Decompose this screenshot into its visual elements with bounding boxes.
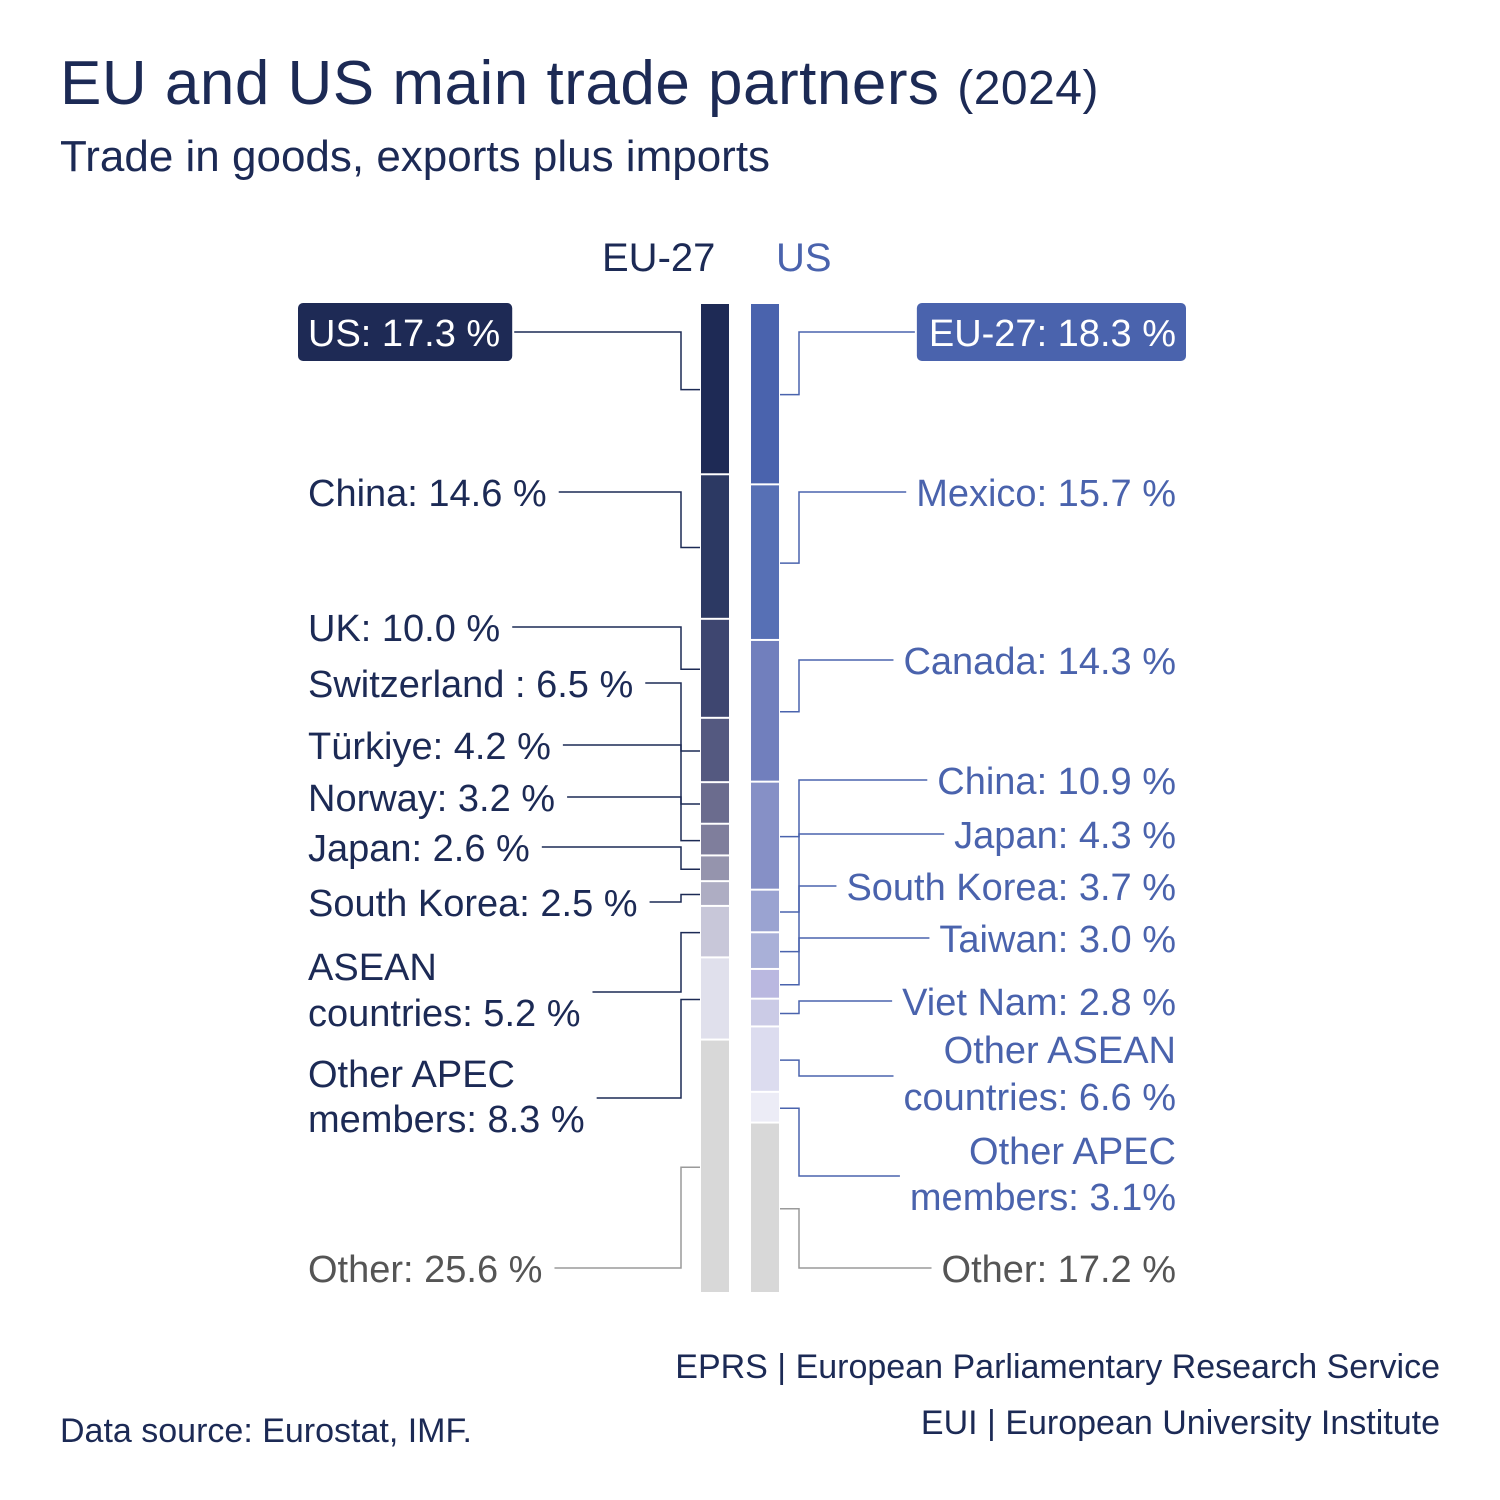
eu27-china-label: China: 14.6 %	[308, 473, 547, 515]
us-mexico-label: Mexico: 15.7 %	[916, 473, 1176, 515]
eu27-asean-countries-label-line-1: ASEAN	[308, 947, 437, 989]
eu27-asean-countries-label-line-2: countries: 5.2 %	[308, 993, 580, 1035]
us-viet-nam-bar	[751, 999, 779, 1026]
us-japan-label: Japan: 4.3 %	[954, 815, 1176, 857]
us-other-asean-countries-bar	[751, 1027, 779, 1091]
chart-subtitle: Trade in goods, exports plus imports	[60, 132, 771, 181]
eu27-south-korea-label: South Korea: 2.5 %	[308, 883, 638, 925]
eu27-japan-bar	[701, 856, 729, 881]
us-other-apec-members-label-line-2: members: 3.1%	[910, 1177, 1176, 1219]
us-japan-connector	[780, 833, 945, 913]
eu27-switzerland-bar	[701, 718, 729, 782]
eu27-south-korea-connector	[649, 893, 700, 903]
eu27-other-apec-members-connector	[596, 998, 700, 1099]
eu27-us-label-box	[298, 303, 513, 361]
us-column-header: US	[776, 236, 832, 280]
us-viet-nam-connector	[780, 1000, 893, 1015]
eu27-norway-connector	[567, 796, 700, 842]
us-mexico-connector	[780, 491, 907, 564]
us-south-korea-label: South Korea: 3.7 %	[846, 867, 1176, 909]
us-eu-27-connector	[780, 331, 915, 396]
eu27-other-apec-members-label-line-2: members: 8.3 %	[308, 1099, 585, 1141]
us-other-asean-countries-connector	[780, 1059, 894, 1077]
eu27-t-rkiye-bar	[701, 783, 729, 823]
us-south-korea-connector	[780, 885, 837, 953]
us-taiwan-label: Taiwan: 3.0 %	[939, 919, 1176, 961]
chart-title-year: (2024)	[957, 62, 1099, 115]
eu27-asean-countries-bar	[701, 906, 729, 957]
eu27-norway-bar	[701, 824, 729, 855]
eu27-us-connector	[514, 331, 700, 391]
eu27-switzerland-connector	[645, 682, 700, 752]
chart-title: EU and US main trade partners (2024)	[60, 48, 1099, 119]
us-eu-27-bar	[751, 304, 779, 484]
us-china-connector	[780, 779, 928, 838]
us-viet-nam-label: Viet Nam: 2.8 %	[902, 982, 1176, 1024]
us-mexico-bar	[751, 485, 779, 639]
us-china-bar	[751, 782, 779, 889]
eu27-t-rkiye-connector	[562, 744, 700, 805]
eu27-south-korea-bar	[701, 882, 729, 905]
us-other-apec-members-bar	[751, 1092, 779, 1122]
us-other-label: Other: 17.2 %	[942, 1249, 1176, 1291]
us-other-apec-members-label-line-1: Other APEC	[969, 1131, 1176, 1173]
us-canada-connector	[780, 659, 894, 713]
us-taiwan-connector	[780, 937, 930, 986]
data-source: Data source: Eurostat, IMF.	[60, 1412, 472, 1450]
credit-eprs: EPRS | European Parliamentary Research S…	[675, 1348, 1440, 1386]
credit-eui: EUI | European University Institute	[920, 1404, 1440, 1442]
eu27-other-apec-members-label-line-1: Other APEC	[308, 1054, 515, 1096]
eu27-other-bar	[701, 1040, 729, 1292]
us-taiwan-bar	[751, 969, 779, 998]
us-other-asean-countries-label-line-2: countries: 6.6 %	[904, 1077, 1176, 1119]
eu27-t-rkiye-label: Türkiye: 4.2 %	[308, 726, 551, 768]
us-canada-bar	[751, 640, 779, 781]
us-other-asean-countries-label-line-1: Other ASEAN	[944, 1030, 1176, 1072]
us-eu-27-label-box	[916, 303, 1186, 361]
eu27-uk-connector	[512, 626, 700, 671]
eu27-us-label: US: 17.3 %	[308, 313, 500, 355]
eu27-uk-label: UK: 10.0 %	[308, 608, 500, 650]
us-other-apec-members-connector	[780, 1107, 900, 1177]
us-eu-27-label: EU-27: 18.3 %	[929, 313, 1176, 355]
eu27-japan-connector	[541, 846, 700, 871]
us-canada-label: Canada: 14.3 %	[903, 641, 1176, 683]
us-other-bar	[751, 1123, 779, 1292]
eu27-other-connector	[554, 1166, 700, 1269]
eu27-uk-bar	[701, 619, 729, 717]
eu27-switzerland-label: Switzerland : 6.5 %	[308, 664, 633, 706]
eu27-norway-label: Norway: 3.2 %	[308, 778, 555, 820]
us-japan-bar	[751, 890, 779, 932]
us-other-connector	[780, 1208, 932, 1269]
eu27-japan-label: Japan: 2.6 %	[308, 828, 530, 870]
eu27-other-label: Other: 25.6 %	[308, 1249, 542, 1291]
us-south-korea-bar	[751, 933, 779, 968]
eu27-us-bar	[701, 304, 729, 474]
eu27-column-header: EU-27	[602, 236, 716, 280]
eu27-asean-countries-connector	[592, 931, 700, 993]
us-china-label: China: 10.9 %	[937, 761, 1176, 803]
eu27-china-connector	[558, 491, 700, 549]
eu27-other-apec-members-bar	[701, 958, 729, 1039]
eu27-china-bar	[701, 475, 729, 618]
chart-title-text: EU and US main trade partners	[60, 49, 940, 118]
